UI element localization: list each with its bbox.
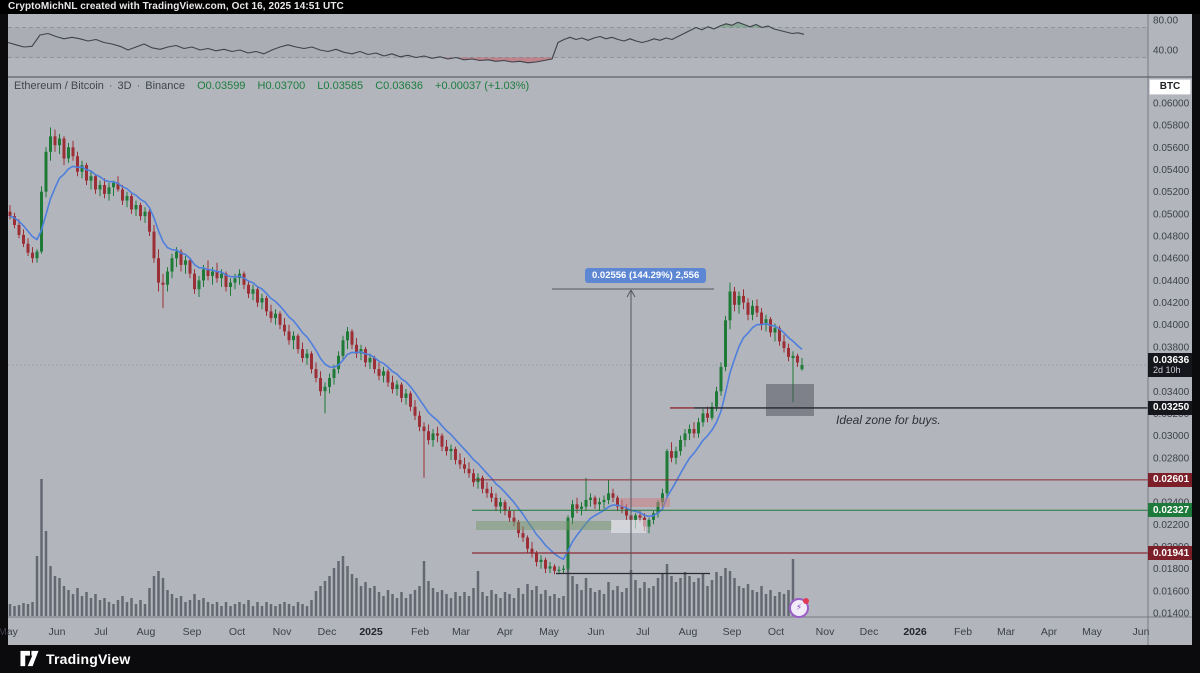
svg-text:0.05000: 0.05000 [1153, 209, 1190, 220]
ma-line[interactable] [9, 165, 803, 561]
svg-text:Sep: Sep [183, 626, 202, 638]
svg-text:0.05200: 0.05200 [1153, 187, 1190, 198]
svg-text:0.05400: 0.05400 [1153, 165, 1190, 176]
svg-text:Sep: Sep [723, 626, 742, 638]
pane-separators [8, 14, 1192, 645]
currency-toggle-button[interactable]: BTC [1149, 79, 1191, 95]
svg-text:Mar: Mar [997, 626, 1016, 638]
svg-text:Nov: Nov [273, 626, 292, 638]
svg-text:Jul: Jul [94, 626, 107, 638]
svg-text:0.02400: 0.02400 [1153, 498, 1190, 509]
red-dot-icon [803, 598, 809, 604]
svg-text:Oct: Oct [768, 626, 784, 638]
svg-text:Nov: Nov [816, 626, 835, 638]
svg-text:0.04000: 0.04000 [1153, 320, 1190, 331]
svg-text:0.05800: 0.05800 [1153, 121, 1190, 132]
svg-text:Feb: Feb [411, 626, 429, 638]
legend-separator: · [108, 80, 113, 92]
rsi-pane[interactable] [7, 21, 1148, 64]
svg-text:Jun: Jun [588, 626, 605, 638]
svg-text:Jul: Jul [636, 626, 649, 638]
svg-text:Mar: Mar [452, 626, 471, 638]
ideal-zone-note[interactable]: Ideal zone for buys. [836, 413, 941, 427]
svg-text:0.05600: 0.05600 [1153, 143, 1190, 154]
time-axis[interactable]: May Jun Jul Aug Sep Oct Nov Dec 2025 Feb Mar Apr May… [0, 626, 1150, 638]
svg-text:Apr: Apr [1041, 626, 1058, 638]
svg-text:Aug: Aug [679, 626, 698, 638]
svg-text:2026: 2026 [903, 626, 927, 638]
svg-text:0.01600: 0.01600 [1153, 586, 1190, 597]
svg-text:0.04200: 0.04200 [1153, 298, 1190, 309]
footer-bar: TradingView [0, 645, 1200, 673]
ideal-zone-box[interactable] [766, 384, 814, 416]
attribution-bar: CryptoMichNL created with TradingView.co… [0, 0, 1200, 14]
svg-text:Oct: Oct [229, 626, 245, 638]
change-value: +0.00037 (+1.03%) [435, 80, 530, 92]
rsi-axis-labels[interactable]: 80.00 40.00 [1153, 16, 1178, 57]
svg-text:0.06000: 0.06000 [1153, 99, 1190, 110]
svg-text:40.00: 40.00 [1153, 46, 1178, 57]
svg-text:0.04600: 0.04600 [1153, 254, 1190, 265]
level-price-label: 0.01941 [1148, 546, 1192, 561]
measure-tool[interactable] [552, 288, 714, 575]
low-value: L0.03585 [317, 80, 364, 92]
close-value: C0.03636 [375, 80, 423, 92]
pink-zone[interactable] [620, 498, 670, 507]
svg-text:0.02200: 0.02200 [1153, 520, 1190, 531]
pane-backgrounds [8, 14, 1192, 645]
level-price-label: 0.03250 [1148, 400, 1192, 415]
measure-tool-label[interactable]: 0.02556 (144.29%) 2,556 [585, 268, 707, 283]
svg-text:Aug: Aug [137, 626, 156, 638]
svg-text:Apr: Apr [497, 626, 514, 638]
drawings-layer[interactable] [472, 384, 1148, 554]
svg-text:0.03000: 0.03000 [1153, 431, 1190, 442]
svg-text:80.00: 80.00 [1153, 16, 1178, 27]
interval-label[interactable]: 3D [117, 80, 132, 92]
svg-text:May: May [1082, 626, 1103, 638]
svg-text:Dec: Dec [860, 626, 879, 638]
svg-text:Jun: Jun [49, 626, 66, 638]
high-value: H0.03700 [257, 80, 306, 92]
svg-text:0.04400: 0.04400 [1153, 276, 1190, 287]
svg-text:Feb: Feb [954, 626, 972, 638]
exchange-label: Binance [145, 80, 186, 92]
svg-text:0.01400: 0.01400 [1153, 609, 1190, 620]
attribution-text: CryptoMichNL created with TradingView.co… [8, 1, 344, 12]
flash-emoji-sticker[interactable]: ⚡ [789, 598, 809, 618]
tradingview-logo-icon [20, 650, 39, 667]
green-support-zone[interactable] [476, 521, 612, 530]
svg-text:0.04800: 0.04800 [1153, 232, 1190, 243]
svg-text:2025: 2025 [359, 626, 383, 638]
svg-text:Dec: Dec [318, 626, 337, 638]
svg-text:0.03800: 0.03800 [1153, 342, 1190, 353]
svg-text:May: May [0, 626, 19, 638]
current-price-label: 0.03636 2d 10h [1148, 353, 1192, 378]
volume-bars [8, 479, 804, 616]
level-price-label: 0.02601 [1148, 472, 1192, 487]
white-zone[interactable] [611, 520, 646, 533]
svg-text:Jun: Jun [1133, 626, 1150, 638]
lightning-icon: ⚡ [795, 602, 803, 612]
level-price-label: 0.02327 [1148, 503, 1192, 518]
svg-text:May: May [539, 626, 560, 638]
svg-text:0.01800: 0.01800 [1153, 564, 1190, 575]
open-value: O0.03599 [197, 80, 246, 92]
symbol-legend: Ethereum / Bitcoin · 3D · Binance O0.03599 H… [14, 80, 529, 92]
legend-separator: · [136, 80, 141, 92]
symbol-title[interactable]: Ethereum / Bitcoin [14, 80, 104, 92]
svg-text:0.03400: 0.03400 [1153, 387, 1190, 398]
svg-text:0.02800: 0.02800 [1153, 453, 1190, 464]
tradingview-logo-text: TradingView [46, 650, 131, 667]
